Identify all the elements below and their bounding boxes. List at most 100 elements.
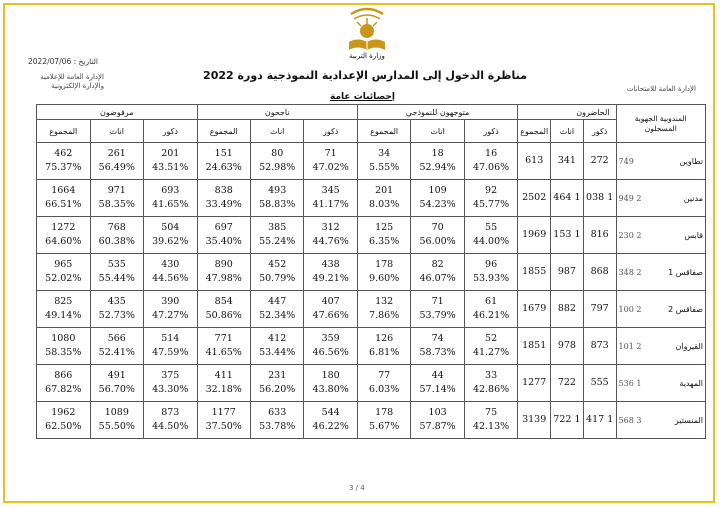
registered-count: 3 568 xyxy=(618,415,642,425)
present-female-cell: 987 xyxy=(550,253,584,291)
oriented-count: 132 xyxy=(375,296,394,307)
passed-male-cell: 71 47.02% xyxy=(303,142,358,180)
present-male-cell: 816 xyxy=(582,216,617,254)
oriented-count: 178 xyxy=(375,407,394,418)
failed-count: 693 xyxy=(161,185,180,196)
failed-female-cell: 566 52.41% xyxy=(89,327,145,365)
failed-count: 965 xyxy=(54,259,73,270)
oriented-female-header: اناث xyxy=(410,119,465,143)
failed-male-cell: 873 44.50% xyxy=(143,401,198,439)
present-male-cell: 797 xyxy=(582,290,617,328)
present-female-cell: 978 xyxy=(550,327,584,365)
passed-count: 854 xyxy=(214,296,233,307)
region-name: المهدية xyxy=(679,378,703,388)
region-cell: قابس 2 230 xyxy=(615,216,707,254)
oriented-female-cell: 71 53.79% xyxy=(410,290,465,328)
failed-percent: 47.59% xyxy=(152,347,189,358)
passed-count: 151 xyxy=(214,148,233,159)
passed-count: 80 xyxy=(271,148,284,159)
failed-count: 1272 xyxy=(51,222,76,233)
failed-percent: 44.56% xyxy=(152,273,189,284)
passed-female-cell: 80 52.98% xyxy=(249,142,305,180)
table-row: تطاوين 749 272 341 613 16 47.06% 18 52.94% 34 5.55… xyxy=(36,142,707,180)
oriented-count: 82 xyxy=(431,259,444,270)
present-male-cell: 272 xyxy=(582,142,617,180)
passed-female-cell: 452 50.79% xyxy=(249,253,305,291)
passed-female-cell: 633 53.78% xyxy=(249,401,305,439)
passed-count: 71 xyxy=(324,148,337,159)
oriented-male-cell: 52 41.27% xyxy=(463,327,519,365)
failed-female-header: اناث xyxy=(89,119,145,143)
oriented-percent: 44.00% xyxy=(472,236,510,247)
date-label: التاريخ : xyxy=(73,57,99,66)
present-male-cell: 1 417 xyxy=(582,401,617,439)
present-total-cell: 2502 xyxy=(517,179,552,217)
oriented-total-cell: 126 6.81% xyxy=(356,327,412,365)
passed-female-cell: 231 56.20% xyxy=(249,364,305,402)
passed-percent: 50.79% xyxy=(259,273,296,284)
oriented-percent: 6.03% xyxy=(369,384,400,395)
present-total-cell: 1851 xyxy=(517,327,552,365)
oriented-female-cell: 74 58.73% xyxy=(410,327,465,365)
table-row: صفاقس 2 2 100 797 882 1679 61 46.21% 71 53.79% 13… xyxy=(36,290,707,328)
passed-percent: 47.98% xyxy=(205,273,242,284)
passed-count: 411 xyxy=(214,370,233,381)
passed-count: 447 xyxy=(268,296,287,307)
registered-header-label: المسجلون xyxy=(644,123,677,133)
table-group-header: المندوبية الجهوية المسجلون الحاضرون متوج… xyxy=(36,104,707,143)
oriented-female-cell: 18 52.94% xyxy=(410,142,465,180)
oriented-percent: 42.86% xyxy=(472,384,510,395)
present-male-cell: 868 xyxy=(582,253,617,291)
failed-male-cell: 504 39.62% xyxy=(143,216,198,254)
failed-count: 535 xyxy=(107,259,126,270)
oriented-count: 55 xyxy=(485,222,498,233)
present-male-cell: 1 038 xyxy=(582,179,617,217)
oriented-group-header: متوجهون للنموذجي xyxy=(356,104,519,120)
failed-total-cell: 462 75.37% xyxy=(36,142,91,180)
oriented-percent: 6.35% xyxy=(369,236,400,247)
passed-total-cell: 771 41.65% xyxy=(196,327,251,365)
oriented-total-cell: 77 6.03% xyxy=(356,364,412,402)
page-frame xyxy=(3,3,715,503)
passed-male-cell: 345 41.17% xyxy=(303,179,358,217)
passed-count: 180 xyxy=(321,370,340,381)
failed-total-cell: 1664 66.51% xyxy=(36,179,91,217)
oriented-count: 201 xyxy=(375,185,394,196)
passed-percent: 35.40% xyxy=(205,236,242,247)
failed-percent: 47.27% xyxy=(152,310,189,321)
document-subtitle: إحصائيات عامة xyxy=(330,92,395,102)
passed-male-cell: 312 44.76% xyxy=(303,216,358,254)
passed-percent: 37.50% xyxy=(205,421,242,432)
exams-department: الإدارة العامة للامتحانات xyxy=(626,85,696,93)
oriented-percent: 56.00% xyxy=(419,236,456,247)
oriented-count: 71 xyxy=(431,296,444,307)
passed-percent: 53.78% xyxy=(259,421,296,432)
failed-total-cell: 965 52.02% xyxy=(36,253,91,291)
registered-count: 2 101 xyxy=(618,341,642,351)
failed-count: 514 xyxy=(161,333,180,344)
failed-count: 201 xyxy=(161,148,180,159)
failed-female-cell: 261 56.49% xyxy=(89,142,145,180)
failed-count: 825 xyxy=(54,296,73,307)
failed-percent: 55.50% xyxy=(98,421,135,432)
document-date: التاريخ : 2022/07/06 xyxy=(28,57,98,66)
failed-male-cell: 430 44.56% xyxy=(143,253,198,291)
oriented-percent: 9.60% xyxy=(369,273,400,284)
oriented-percent: 5.55% xyxy=(369,162,400,173)
oriented-count: 61 xyxy=(485,296,498,307)
oriented-total-cell: 132 7.86% xyxy=(356,290,412,328)
registered-count: 2 230 xyxy=(618,230,642,240)
failed-female-cell: 971 58.35% xyxy=(89,179,145,217)
passed-percent: 50.86% xyxy=(205,310,242,321)
oriented-total-cell: 178 5.67% xyxy=(356,401,412,439)
oriented-percent: 54.23% xyxy=(419,199,456,210)
oriented-female-cell: 70 56.00% xyxy=(410,216,465,254)
department-line-1: الإدارة العامة للإعلامية xyxy=(40,73,104,81)
failed-percent: 64.60% xyxy=(45,236,82,247)
passed-percent: 41.65% xyxy=(205,347,242,358)
statistics-table: المندوبية الجهوية المسجلون الحاضرون متوج… xyxy=(36,104,707,439)
region-column-header: المندوبية الجهوية المسجلون xyxy=(615,104,707,143)
failed-percent: 41.65% xyxy=(152,199,189,210)
oriented-count: 77 xyxy=(378,370,391,381)
passed-percent: 49.21% xyxy=(312,273,349,284)
